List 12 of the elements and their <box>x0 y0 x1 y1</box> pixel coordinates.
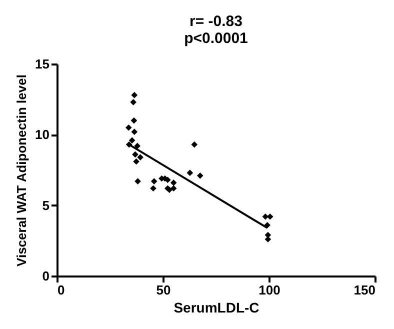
chart-subtitle: p<0.0001 <box>184 30 248 47</box>
y-tick-label: 5 <box>42 198 50 213</box>
y-axis-title: Visceral WAT Adiponectin level <box>14 74 30 266</box>
x-tick-label: 0 <box>58 282 65 298</box>
x-tick-label: 150 <box>354 282 376 298</box>
x-tick-label: 100 <box>258 282 280 298</box>
x-tick-label: 50 <box>156 282 171 298</box>
chart-title: r= -0.83 <box>190 13 242 30</box>
x-axis-title: SerumLDL-C <box>174 300 260 316</box>
y-tick-label: 15 <box>35 56 50 72</box>
y-tick-label: 0 <box>42 268 50 284</box>
y-tick-label: 10 <box>35 127 50 142</box>
